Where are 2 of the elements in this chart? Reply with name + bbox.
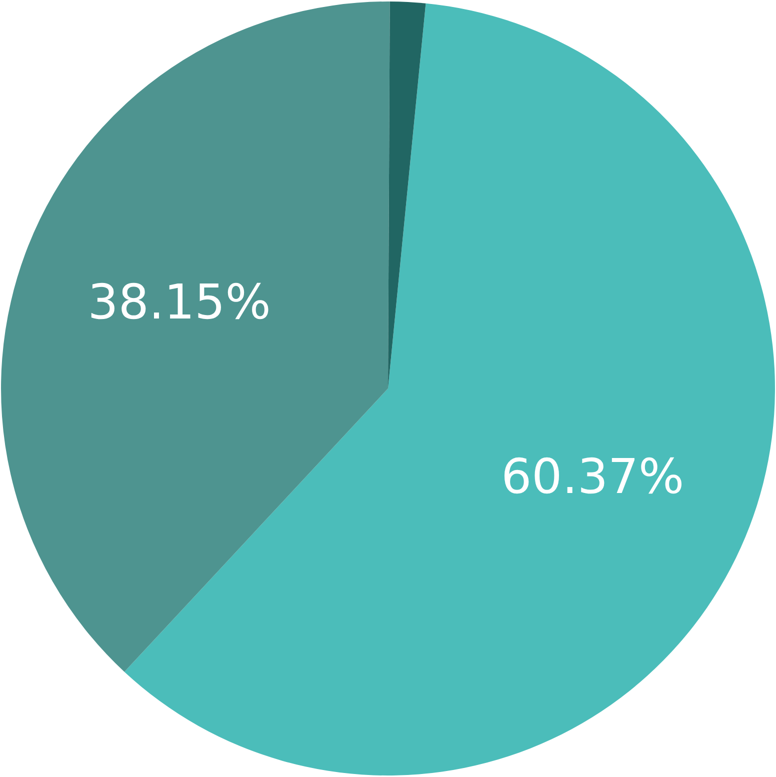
data-label: 60.37% bbox=[501, 449, 684, 506]
data-label: 38.15% bbox=[88, 274, 271, 330]
